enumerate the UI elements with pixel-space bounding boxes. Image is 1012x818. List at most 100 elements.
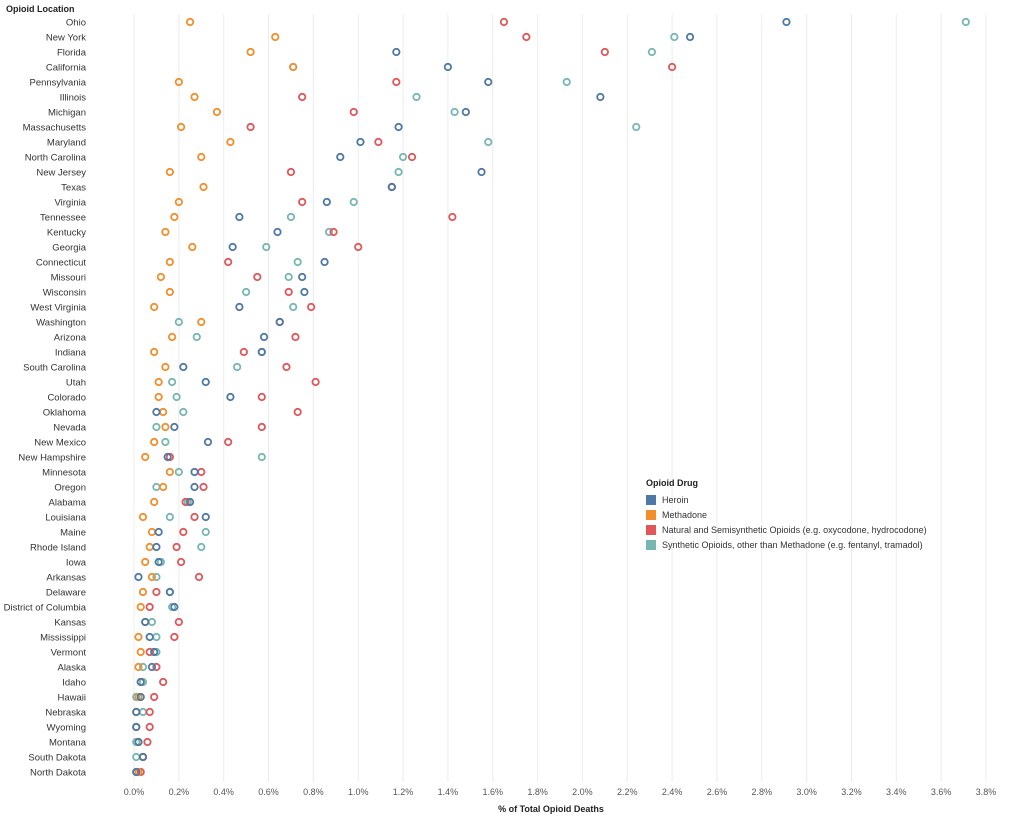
data-point xyxy=(134,632,143,642)
data-point xyxy=(134,572,143,582)
data-point xyxy=(152,542,161,552)
row-label: Maryland xyxy=(47,138,86,149)
x-tick-label: 3.4% xyxy=(886,787,907,797)
legend-swatch xyxy=(646,494,656,505)
data-point xyxy=(235,302,244,312)
data-point xyxy=(242,287,251,297)
row-label: Hawaii xyxy=(57,693,86,704)
data-point xyxy=(192,332,201,342)
data-point xyxy=(329,227,338,237)
x-tick-label: 0.2% xyxy=(169,787,190,797)
row-label: Alaska xyxy=(57,663,86,674)
row-label: Pennsylvania xyxy=(29,78,86,89)
legend-label: Methadone xyxy=(662,509,708,520)
data-point xyxy=(132,722,141,732)
data-point xyxy=(168,332,177,342)
row-label: Texas xyxy=(61,183,86,194)
data-point xyxy=(174,467,183,477)
row-label: North Dakota xyxy=(30,768,87,779)
row-label: District of Columbia xyxy=(4,603,87,614)
legend-swatch xyxy=(646,524,656,535)
data-point xyxy=(138,512,148,522)
data-point xyxy=(349,197,358,207)
data-point xyxy=(161,362,170,372)
data-point xyxy=(197,317,206,327)
data-point xyxy=(179,527,188,537)
data-point xyxy=(154,527,163,537)
data-point xyxy=(165,287,174,297)
data-point xyxy=(165,467,174,477)
data-point xyxy=(147,527,157,537)
data-point xyxy=(134,662,143,672)
row-label: West Virginia xyxy=(30,303,86,314)
data-point xyxy=(145,542,154,552)
legend-item: Natural and Semisynthetic Opioids (e.g. … xyxy=(646,522,927,537)
data-point xyxy=(190,482,199,492)
row-label: Georgia xyxy=(52,243,87,254)
data-point xyxy=(632,122,641,132)
data-point xyxy=(136,602,145,612)
row-label: New York xyxy=(46,33,86,44)
data-point xyxy=(152,572,161,582)
data-point xyxy=(147,572,157,582)
row-label: Kentucky xyxy=(47,228,86,239)
data-point xyxy=(670,32,679,42)
data-point xyxy=(141,617,150,627)
row-label: Virginia xyxy=(54,198,86,209)
data-point xyxy=(286,167,296,177)
data-point xyxy=(394,167,403,177)
data-point xyxy=(257,392,266,402)
data-point xyxy=(293,407,302,417)
data-point xyxy=(298,92,307,102)
data-point xyxy=(154,377,163,387)
data-point xyxy=(165,587,174,597)
data-point xyxy=(170,212,179,222)
data-point xyxy=(138,707,148,717)
legend-label: Synthetic Opioids, other than Methadone … xyxy=(662,539,923,550)
data-point xyxy=(246,122,255,132)
legend-swatch xyxy=(646,539,656,550)
data-point xyxy=(190,512,199,522)
data-point xyxy=(161,227,170,237)
gridlines xyxy=(133,14,987,782)
row-label: North Carolina xyxy=(25,153,87,164)
data-point xyxy=(407,152,417,162)
legend: Opioid Drug Heroin Methadone Natural and S… xyxy=(646,478,927,552)
data-point xyxy=(282,362,291,372)
data-point xyxy=(170,632,179,642)
data-point xyxy=(307,302,316,312)
data-point xyxy=(138,752,148,762)
data-point xyxy=(174,617,183,627)
x-tick-label: 0.0% xyxy=(124,787,145,797)
data-point xyxy=(145,707,154,717)
data-point xyxy=(443,62,452,72)
data-point xyxy=(161,437,170,447)
row-label: Iowa xyxy=(66,558,87,569)
data-point xyxy=(291,332,300,342)
row-label: Louisiana xyxy=(45,513,86,524)
row-label: Arkansas xyxy=(46,573,86,584)
data-point xyxy=(199,482,208,492)
data-point xyxy=(354,242,363,252)
data-point xyxy=(300,287,309,297)
x-tick-label: 1.8% xyxy=(527,787,548,797)
x-tick-label: 3.0% xyxy=(796,787,817,797)
data-point xyxy=(961,17,970,27)
legend-label: Natural and Semisynthetic Opioids (e.g. … xyxy=(662,524,927,535)
data-point xyxy=(271,32,280,42)
data-point xyxy=(298,197,307,207)
x-tick-label: 2.4% xyxy=(662,787,683,797)
row-label: South Dakota xyxy=(28,753,86,764)
x-tick-label: 1.2% xyxy=(393,787,414,797)
data-point xyxy=(374,137,383,147)
data-point xyxy=(201,512,210,522)
data-point xyxy=(392,77,401,87)
row-label: Idaho xyxy=(62,678,86,689)
data-point xyxy=(174,197,183,207)
data-point xyxy=(782,17,791,27)
data-point xyxy=(212,107,222,117)
row-label: Nevada xyxy=(53,423,86,434)
data-point xyxy=(286,212,296,222)
data-point xyxy=(141,452,150,462)
data-point xyxy=(647,47,657,57)
